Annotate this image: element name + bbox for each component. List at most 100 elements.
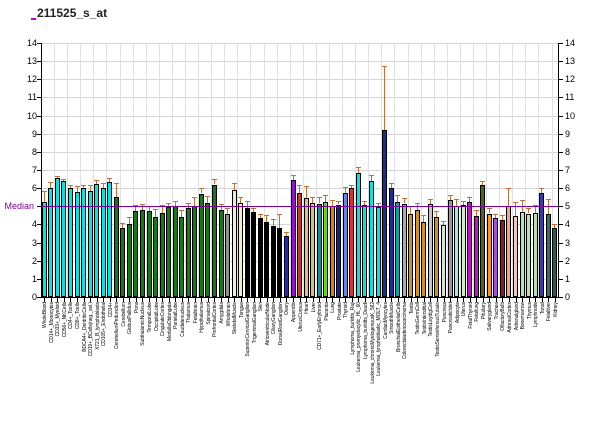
error-whisker-cap bbox=[486, 208, 492, 210]
y-axis-tick-label-left: 8 bbox=[31, 146, 37, 157]
median-label: Median bbox=[4, 201, 34, 212]
bar bbox=[532, 212, 538, 297]
error-whisker-stem bbox=[233, 182, 235, 190]
x-axis-tick bbox=[221, 298, 222, 302]
bar bbox=[467, 201, 473, 298]
bar bbox=[473, 216, 479, 297]
gridline-h bbox=[41, 79, 558, 81]
bar bbox=[48, 188, 54, 297]
gridline-v bbox=[486, 43, 487, 297]
gridline-v bbox=[368, 43, 370, 297]
error-whisker-stem bbox=[456, 199, 458, 207]
bar bbox=[264, 221, 270, 297]
gridline-v bbox=[106, 43, 108, 297]
bar bbox=[120, 228, 126, 297]
gridline-v bbox=[355, 43, 357, 297]
error-whisker-stem bbox=[547, 199, 549, 214]
gridline-v bbox=[407, 43, 409, 297]
error-whisker-cap bbox=[447, 194, 453, 196]
x-axis-tick bbox=[234, 298, 236, 302]
y-axis-tick bbox=[559, 151, 563, 153]
bar bbox=[441, 225, 446, 297]
bar bbox=[493, 218, 499, 297]
error-whisker-cap bbox=[545, 199, 551, 200]
error-whisker-stem bbox=[128, 217, 130, 225]
error-whisker-cap bbox=[264, 215, 270, 217]
bar bbox=[231, 190, 237, 297]
x-axis-tick bbox=[181, 298, 183, 302]
error-whisker-stem bbox=[351, 184, 353, 189]
x-axis-tick bbox=[541, 298, 543, 302]
x-axis-tick bbox=[129, 298, 131, 302]
x-axis-tick bbox=[469, 298, 471, 302]
x-axis-tick bbox=[430, 298, 432, 302]
bar bbox=[159, 212, 165, 297]
bar bbox=[310, 202, 316, 297]
error-whisker-cap bbox=[297, 185, 302, 187]
x-axis-tick bbox=[351, 298, 353, 302]
bar bbox=[153, 217, 158, 297]
x-axis-tick bbox=[404, 298, 406, 302]
error-whisker-stem bbox=[541, 188, 543, 193]
error-whisker-stem bbox=[488, 208, 490, 214]
y-axis-tick bbox=[37, 115, 41, 117]
gridline-h bbox=[41, 43, 558, 44]
x-axis-tick bbox=[325, 298, 327, 302]
y-axis-tick bbox=[37, 242, 41, 244]
error-whisker-stem bbox=[89, 184, 91, 191]
y-axis-tick bbox=[37, 206, 41, 208]
error-whisker-stem bbox=[135, 204, 137, 211]
error-whisker-cap bbox=[323, 195, 329, 197]
x-axis-tick bbox=[116, 298, 118, 302]
y-axis-tick-label-left: 2 bbox=[31, 255, 37, 266]
x-axis-tick bbox=[207, 298, 209, 302]
x-axis-tick bbox=[279, 298, 281, 302]
error-whisker-stem bbox=[168, 202, 170, 208]
x-axis-tick bbox=[77, 298, 78, 302]
error-whisker-cap bbox=[375, 202, 381, 204]
y-axis-tick bbox=[559, 115, 563, 117]
error-whisker-cap bbox=[81, 185, 86, 187]
x-axis-tick bbox=[90, 298, 92, 302]
x-axis-tick bbox=[495, 298, 497, 302]
x-axis-tick bbox=[508, 298, 510, 302]
error-whisker-stem bbox=[207, 196, 209, 203]
y-axis-tick-label-right: 12 bbox=[565, 74, 576, 85]
bar bbox=[552, 228, 558, 297]
x-axis-tick bbox=[266, 298, 268, 302]
bar bbox=[499, 219, 505, 297]
error-whisker-cap bbox=[126, 217, 132, 219]
error-whisker-cap bbox=[395, 195, 401, 197]
error-whisker-stem bbox=[50, 181, 52, 189]
x-axis-tick bbox=[417, 298, 419, 302]
error-whisker-stem bbox=[482, 180, 484, 186]
bar bbox=[447, 199, 453, 297]
bar bbox=[539, 192, 545, 297]
gridline-h bbox=[41, 97, 558, 99]
error-whisker-stem bbox=[272, 219, 274, 227]
x-axis-tick bbox=[155, 298, 157, 302]
bar bbox=[257, 218, 263, 297]
error-whisker-cap bbox=[218, 203, 224, 205]
y-axis-tick-label-right: 3 bbox=[565, 237, 571, 248]
error-whisker-cap bbox=[231, 182, 237, 184]
bar bbox=[323, 201, 329, 298]
x-axis-tick bbox=[168, 298, 170, 302]
error-whisker-cap bbox=[257, 213, 263, 215]
error-whisker-cap bbox=[480, 180, 486, 182]
y-axis-tick bbox=[559, 206, 563, 208]
error-whisker-stem bbox=[299, 185, 300, 193]
bar bbox=[297, 192, 302, 297]
bar bbox=[211, 184, 217, 297]
bar bbox=[369, 180, 374, 297]
y-axis-tick-label-right: 6 bbox=[565, 183, 571, 194]
y-axis-tick bbox=[559, 133, 563, 135]
error-whisker-stem bbox=[449, 194, 451, 200]
bar bbox=[408, 213, 414, 297]
error-whisker-stem bbox=[410, 206, 412, 214]
x-axis-tick bbox=[391, 298, 393, 302]
bar bbox=[126, 224, 132, 297]
error-whisker-stem bbox=[377, 202, 379, 208]
y-axis-tick bbox=[559, 224, 563, 226]
